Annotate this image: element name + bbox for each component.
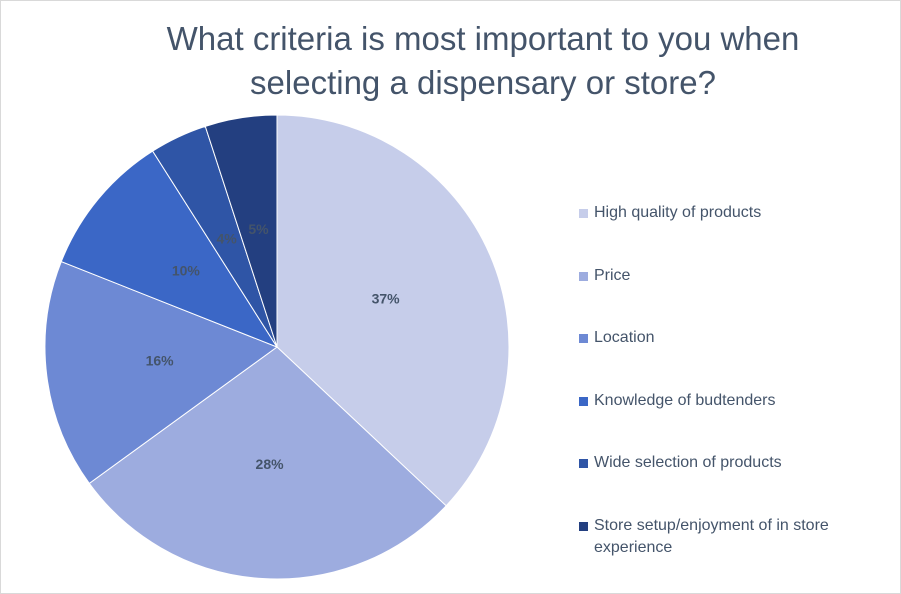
data-label: 28% xyxy=(256,456,285,472)
data-label: 5% xyxy=(248,221,269,237)
legend-entry: High quality of products xyxy=(579,202,884,224)
data-label: 37% xyxy=(372,291,401,307)
legend-swatch xyxy=(579,396,588,406)
legend-swatch xyxy=(579,459,588,468)
legend-label: Location xyxy=(594,329,655,346)
legend-label: Store setup/enjoyment of in store experi… xyxy=(594,516,829,556)
pie-slice xyxy=(88,346,447,580)
data-label: 4% xyxy=(217,231,238,247)
legend-swatch xyxy=(579,334,588,343)
legend-label: Price xyxy=(594,266,631,284)
pie-slice xyxy=(204,114,278,348)
chart-title: What criteria is most important to you w… xyxy=(166,20,800,101)
legend-label: Knowledge of budtenders xyxy=(594,391,776,409)
legend-entry: Location xyxy=(579,327,884,349)
legend-label: Wide selection of products xyxy=(594,454,782,471)
legend-entry: Store setup/enjoyment of in store experi… xyxy=(579,515,884,559)
legend-swatch xyxy=(579,271,588,281)
legend-swatch xyxy=(579,521,588,531)
data-label: 10% xyxy=(172,262,201,278)
legend-entry: Knowledge of budtenders xyxy=(579,390,884,412)
legend-swatch xyxy=(579,209,588,218)
pie-slice xyxy=(44,260,279,485)
pie-slice xyxy=(60,150,279,349)
pie-slice xyxy=(276,114,510,507)
legend-entry: Price xyxy=(579,265,884,287)
legend-label: High quality of products xyxy=(594,204,762,221)
data-label: 16% xyxy=(146,353,175,369)
legend-entry: Wide selection of products xyxy=(579,452,884,474)
